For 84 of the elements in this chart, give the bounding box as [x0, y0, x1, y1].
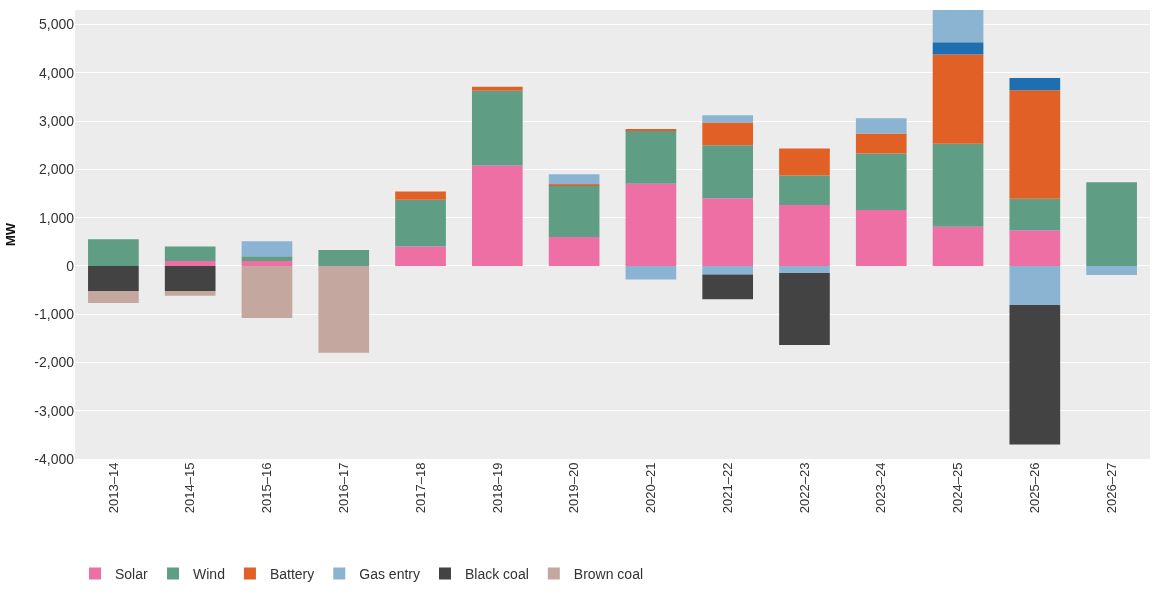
bar — [88, 265, 139, 291]
x-tick-label: 2025–26 — [1027, 462, 1043, 514]
bar — [779, 265, 830, 274]
y-tick-label: -3,000 — [34, 402, 75, 419]
bar — [318, 249, 370, 266]
y-axis-title: MW — [3, 222, 19, 247]
bar — [855, 209, 907, 266]
y-tick-label: 5,000 — [38, 16, 75, 33]
bar — [548, 174, 600, 185]
legend-label: Gas entry — [359, 565, 420, 582]
bar — [1009, 304, 1061, 445]
x-tick-label: 2017–18 — [412, 462, 428, 514]
bar — [1086, 182, 1137, 266]
bar — [241, 265, 293, 319]
bar — [932, 42, 984, 55]
y-tick-label: -4,000 — [34, 450, 75, 467]
bar — [702, 265, 754, 275]
bar — [1009, 265, 1061, 305]
bar — [702, 122, 754, 146]
x-tick-label: 2024–25 — [950, 462, 966, 514]
bar — [779, 273, 830, 346]
x-tick-label: 2016–17 — [335, 462, 351, 514]
bar — [88, 290, 139, 304]
x-tick-label: 2014–15 — [182, 462, 198, 514]
bar — [702, 145, 754, 199]
bar — [702, 198, 754, 266]
bar — [1009, 90, 1061, 199]
bar — [855, 133, 907, 154]
y-tick-label: -2,000 — [34, 354, 75, 371]
bar — [779, 205, 830, 266]
bar — [395, 191, 446, 200]
x-tick-label: 2015–16 — [259, 462, 275, 514]
bar — [548, 185, 600, 237]
y-tick-label: 0 — [66, 257, 75, 274]
y-tick-label: 1,000 — [38, 209, 75, 226]
bar — [88, 239, 139, 266]
bar — [625, 265, 677, 280]
legend-label: Wind — [193, 565, 225, 582]
x-tick-label: 2018–19 — [489, 462, 505, 514]
bar — [164, 265, 216, 291]
x-tick-label: 2022–23 — [796, 462, 812, 514]
legend-label: Battery — [269, 565, 315, 582]
bar — [1009, 198, 1061, 231]
bar — [702, 274, 754, 300]
bar — [241, 256, 293, 262]
bar — [164, 290, 216, 296]
bar — [1009, 230, 1061, 266]
bar — [548, 236, 600, 266]
bar — [702, 115, 754, 123]
bar — [855, 118, 907, 134]
bar — [779, 148, 830, 176]
bar — [855, 153, 907, 210]
bar — [932, 10, 984, 43]
y-tick-label: 4,000 — [38, 64, 75, 81]
y-tick-label: 3,000 — [38, 112, 75, 129]
y-tick-label: -1,000 — [34, 306, 75, 323]
bar — [779, 175, 830, 206]
bar — [241, 261, 293, 266]
legend-label: Brown coal — [573, 565, 644, 582]
bar — [1086, 265, 1137, 276]
bar — [471, 90, 523, 166]
bar — [471, 86, 523, 91]
x-tick-label: 2021–22 — [719, 462, 735, 514]
bar — [932, 54, 984, 144]
bar — [395, 199, 446, 247]
x-tick-label: 2020–21 — [643, 462, 659, 514]
x-tick-label: 2013–14 — [105, 462, 121, 514]
bar — [318, 265, 370, 353]
bar — [395, 246, 446, 266]
bar — [932, 226, 984, 266]
bar — [625, 183, 677, 266]
y-tick-label: 2,000 — [38, 161, 75, 178]
x-tick-label: 2019–20 — [566, 462, 582, 514]
bar — [241, 241, 293, 257]
bar — [164, 246, 216, 262]
x-tick-label: 2026–27 — [1103, 462, 1119, 514]
bar — [1009, 78, 1061, 91]
bar — [932, 143, 984, 227]
bar — [164, 261, 216, 266]
bar — [471, 165, 523, 266]
legend-label: Black coal — [464, 565, 529, 582]
legend-label: Solar — [115, 565, 149, 582]
bar — [625, 130, 677, 184]
x-tick-label: 2023–24 — [873, 462, 889, 514]
